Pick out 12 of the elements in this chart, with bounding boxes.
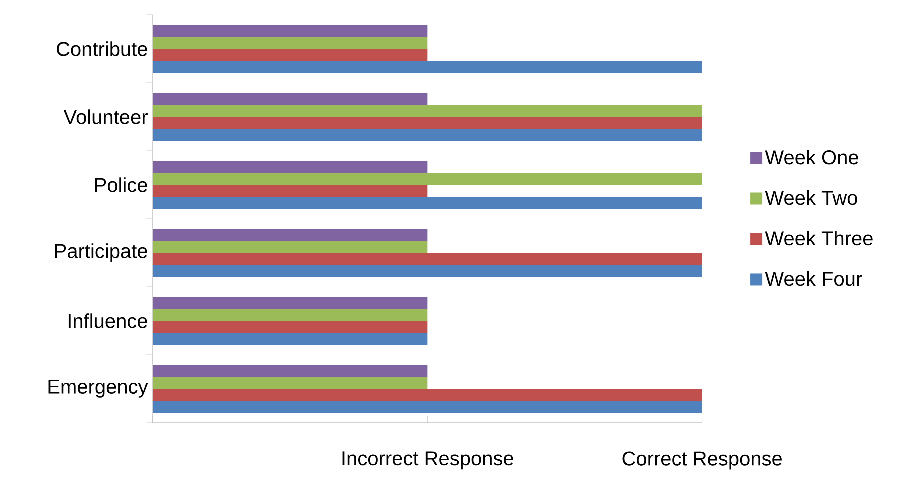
y-tick-label: Influence bbox=[68, 314, 148, 328]
y-tick-label: Volunteer bbox=[64, 110, 148, 124]
text: Incorrect Response bbox=[342, 452, 514, 470]
text: Correct Response bbox=[622, 452, 782, 470]
y-tick-label: Emergency bbox=[48, 380, 148, 398]
legend-label: Week Two bbox=[765, 190, 858, 206]
legend-label: Week Four bbox=[765, 271, 862, 286]
y-tick-label: Police bbox=[95, 178, 148, 192]
y-tick-label: Participate bbox=[55, 244, 148, 262]
legend-label: Week Three bbox=[765, 230, 873, 246]
legend-label: Week One bbox=[765, 150, 858, 165]
y-tick-label: Contribute bbox=[57, 42, 148, 56]
